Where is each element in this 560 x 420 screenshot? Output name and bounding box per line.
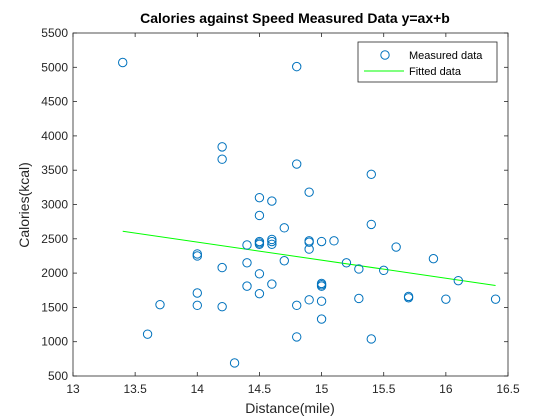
data-point — [267, 196, 277, 206]
data-point — [155, 299, 165, 310]
data-point — [242, 240, 252, 250]
data-point — [292, 300, 302, 311]
data-point — [341, 258, 352, 268]
data-point — [242, 281, 252, 291]
chart-title: Calories against Speed Measured Data y=a… — [140, 10, 450, 26]
data-point — [292, 61, 302, 72]
marker-layer — [118, 57, 501, 368]
data-point — [379, 265, 389, 276]
data-point — [242, 258, 252, 268]
y-tick-label: 3000 — [41, 198, 68, 212]
data-point — [316, 314, 327, 324]
y-tick-label: 5500 — [41, 26, 68, 40]
data-point — [453, 275, 463, 286]
data-point — [217, 302, 227, 312]
y-tick-label: 2500 — [41, 232, 68, 246]
plot-area — [73, 33, 508, 376]
data-point — [192, 300, 202, 311]
data-point — [279, 256, 289, 266]
y-tick-label: 500 — [48, 369, 68, 383]
data-point — [304, 295, 314, 305]
data-point — [229, 358, 240, 368]
y-tick-label: 4500 — [41, 95, 68, 109]
data-point — [217, 154, 227, 164]
data-point — [316, 281, 327, 291]
x-tick-label: 13 — [66, 382, 80, 396]
data-point — [403, 293, 414, 303]
x-tick-label: 14.5 — [248, 382, 272, 396]
y-tick-label: 5000 — [41, 60, 68, 74]
legend-box — [357, 41, 498, 83]
y-tick-label: 4000 — [41, 129, 68, 143]
y-axis-label: Calories(kcal) — [16, 162, 32, 248]
data-point — [366, 219, 376, 230]
y-tick-label: 3500 — [41, 163, 68, 177]
data-point — [316, 296, 327, 306]
axes-layer — [72, 32, 509, 377]
data-point — [490, 294, 501, 304]
x-tick-labels: 13 13.5 14 14.5 15 15.5 16 16.5 — [66, 382, 520, 396]
data-point — [428, 253, 439, 264]
data-point — [279, 223, 289, 233]
data-point — [292, 159, 302, 169]
data-point — [118, 57, 128, 68]
data-point — [354, 264, 364, 274]
y-tick-label: 1000 — [41, 335, 68, 349]
data-point — [254, 269, 265, 279]
legend-label-fitted: Fitted data — [409, 66, 462, 78]
data-point — [316, 236, 327, 247]
y-tick-label: 1500 — [41, 300, 68, 314]
x-tick-label: 13.5 — [123, 382, 147, 396]
data-point — [292, 332, 302, 342]
y-tick-labels: 500 1000 1500 2000 2500 3000 3500 4000 4500 5000 5… — [41, 26, 68, 383]
data-point — [192, 288, 202, 298]
data-point — [441, 294, 451, 304]
data-point — [329, 236, 339, 246]
data-point — [217, 262, 227, 273]
data-point — [254, 210, 265, 221]
fitted-line — [122, 230, 496, 286]
legend-marker-measured — [380, 50, 390, 60]
data-point — [354, 293, 364, 304]
data-point — [267, 236, 277, 247]
fitted-line-layer — [122, 230, 496, 286]
data-point — [304, 244, 314, 254]
data-point — [267, 279, 277, 289]
data-point — [366, 169, 376, 180]
data-point — [217, 142, 227, 152]
legend-label-measured: Measured data — [409, 50, 483, 62]
x-tick-label: 14 — [191, 382, 205, 396]
data-point — [267, 239, 277, 249]
legend: Measured data Fitted data — [357, 41, 498, 83]
x-tick-label: 16.5 — [496, 382, 520, 396]
data-point — [142, 329, 153, 339]
x-axis-label: Distance(mile) — [245, 400, 334, 416]
data-point — [304, 187, 314, 197]
x-tick-label: 15 — [315, 382, 329, 396]
data-point — [254, 288, 265, 299]
y-tick-label: 2000 — [41, 266, 68, 280]
x-tick-label: 16 — [439, 382, 453, 396]
data-point — [192, 251, 202, 261]
data-point — [254, 239, 265, 249]
data-point — [304, 237, 314, 247]
data-point — [254, 192, 265, 203]
data-point — [391, 242, 401, 252]
data-point — [366, 334, 376, 344]
x-tick-label: 15.5 — [372, 382, 396, 396]
